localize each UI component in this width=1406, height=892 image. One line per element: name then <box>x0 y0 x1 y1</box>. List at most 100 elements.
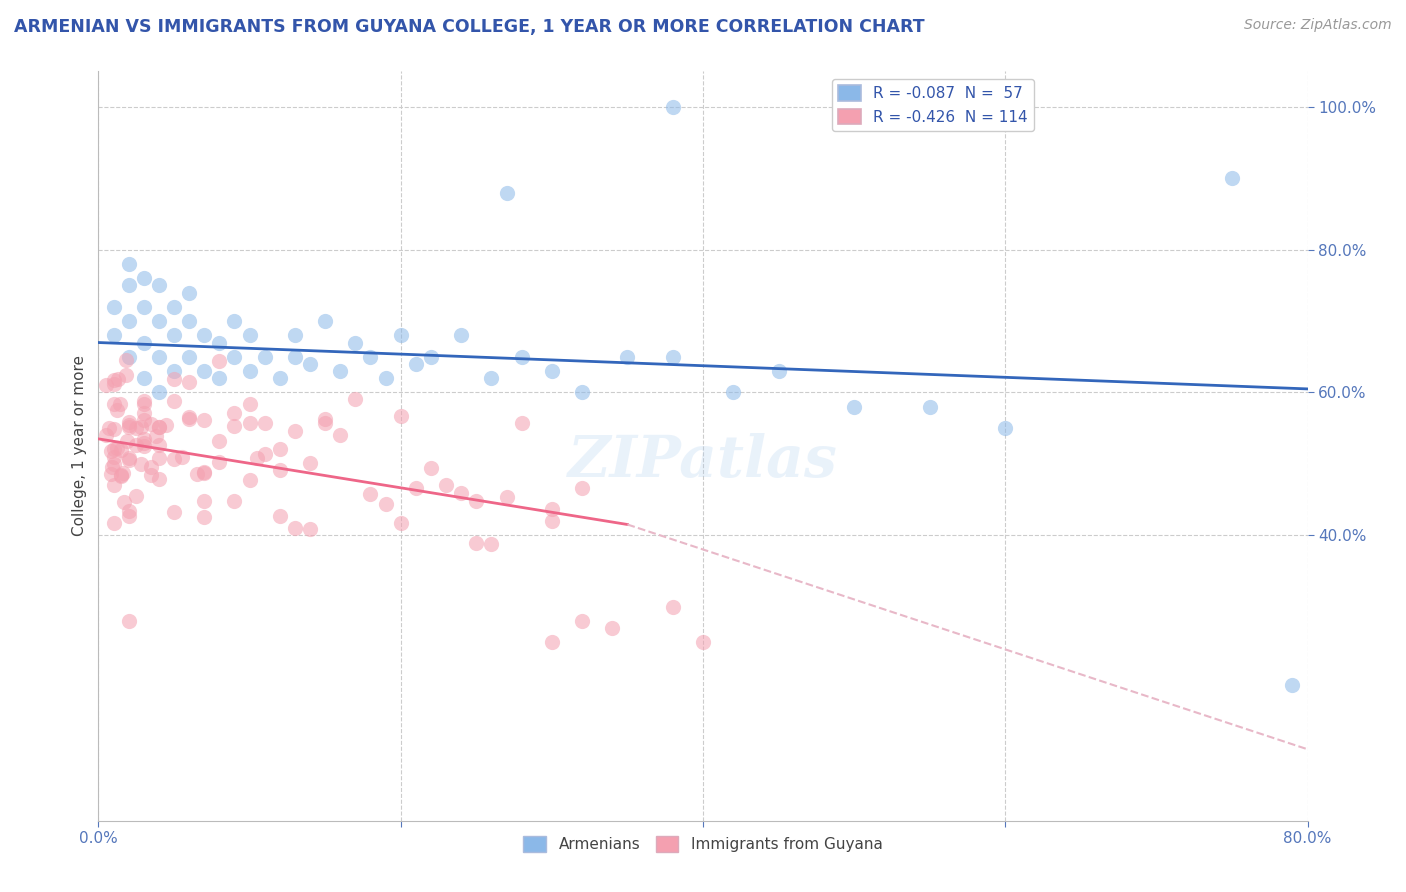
Point <box>571 481 593 495</box>
Point <box>103 450 125 464</box>
Point <box>405 357 427 371</box>
Point <box>105 441 128 455</box>
Point <box>186 467 208 481</box>
Point <box>179 375 201 389</box>
Point <box>103 442 125 456</box>
Point <box>208 371 231 385</box>
Point <box>571 385 593 400</box>
Point <box>132 413 155 427</box>
Point <box>314 314 336 328</box>
Point <box>100 444 122 458</box>
Point <box>118 418 141 433</box>
Point <box>125 489 148 503</box>
Point <box>510 416 533 430</box>
Point <box>420 350 443 364</box>
Point <box>495 490 517 504</box>
Point <box>132 271 155 285</box>
Point <box>118 503 141 517</box>
Point <box>148 278 170 293</box>
Point <box>129 457 152 471</box>
Point <box>114 368 136 382</box>
Point <box>571 614 593 628</box>
Point <box>148 451 170 466</box>
Point <box>450 485 472 500</box>
Point <box>132 439 155 453</box>
Point <box>299 456 322 470</box>
Point <box>193 413 215 427</box>
Point <box>224 350 246 364</box>
Point <box>148 419 170 434</box>
Point <box>98 421 121 435</box>
Point <box>299 522 322 536</box>
Point <box>465 535 488 549</box>
Point <box>208 353 231 368</box>
Point <box>118 508 141 523</box>
Point <box>132 397 155 411</box>
Point <box>110 442 132 457</box>
Point <box>239 328 262 343</box>
Point <box>723 385 745 400</box>
Point <box>389 409 412 423</box>
Point <box>170 450 193 465</box>
Point <box>269 371 291 385</box>
Text: ARMENIAN VS IMMIGRANTS FROM GUYANA COLLEGE, 1 YEAR OR MORE CORRELATION CHART: ARMENIAN VS IMMIGRANTS FROM GUYANA COLLE… <box>14 18 925 36</box>
Point <box>481 537 503 551</box>
Point <box>329 428 352 442</box>
Point <box>163 372 186 386</box>
Point <box>125 421 148 435</box>
Point <box>269 442 291 457</box>
Point <box>344 335 367 350</box>
Point <box>360 350 382 364</box>
Point <box>510 350 533 364</box>
Point <box>389 328 412 343</box>
Point <box>374 371 396 385</box>
Point <box>115 434 138 448</box>
Point <box>145 429 167 443</box>
Point <box>284 521 307 535</box>
Point <box>269 508 291 523</box>
Point <box>314 416 336 430</box>
Point <box>239 416 262 430</box>
Point <box>495 186 517 200</box>
Point <box>540 514 562 528</box>
Point <box>224 314 246 328</box>
Point <box>148 419 170 434</box>
Text: Source: ZipAtlas.com: Source: ZipAtlas.com <box>1244 18 1392 32</box>
Point <box>224 419 246 434</box>
Point <box>450 328 472 343</box>
Point <box>103 516 125 531</box>
Point <box>193 467 215 481</box>
Point <box>108 396 131 410</box>
Point <box>101 459 124 474</box>
Point <box>103 397 125 411</box>
Point <box>224 406 246 420</box>
Point <box>105 402 128 417</box>
Point <box>420 461 443 475</box>
Point <box>540 364 562 378</box>
Point <box>253 447 276 461</box>
Point <box>208 455 231 469</box>
Point <box>111 466 134 480</box>
Point <box>179 411 201 425</box>
Point <box>661 100 683 114</box>
Point <box>284 424 307 438</box>
Point <box>132 393 155 408</box>
Point <box>163 364 186 378</box>
Point <box>208 335 231 350</box>
Point <box>481 371 503 385</box>
Point <box>193 510 215 524</box>
Point <box>114 352 136 367</box>
Point <box>118 450 141 465</box>
Point <box>284 350 307 364</box>
Point <box>103 373 125 387</box>
Point <box>253 416 276 430</box>
Point <box>94 378 117 392</box>
Point <box>94 428 117 442</box>
Point <box>148 350 170 364</box>
Point <box>193 494 215 508</box>
Point <box>163 393 186 408</box>
Point <box>141 417 163 431</box>
Point <box>125 438 148 452</box>
Point <box>246 451 269 466</box>
Point <box>148 385 170 400</box>
